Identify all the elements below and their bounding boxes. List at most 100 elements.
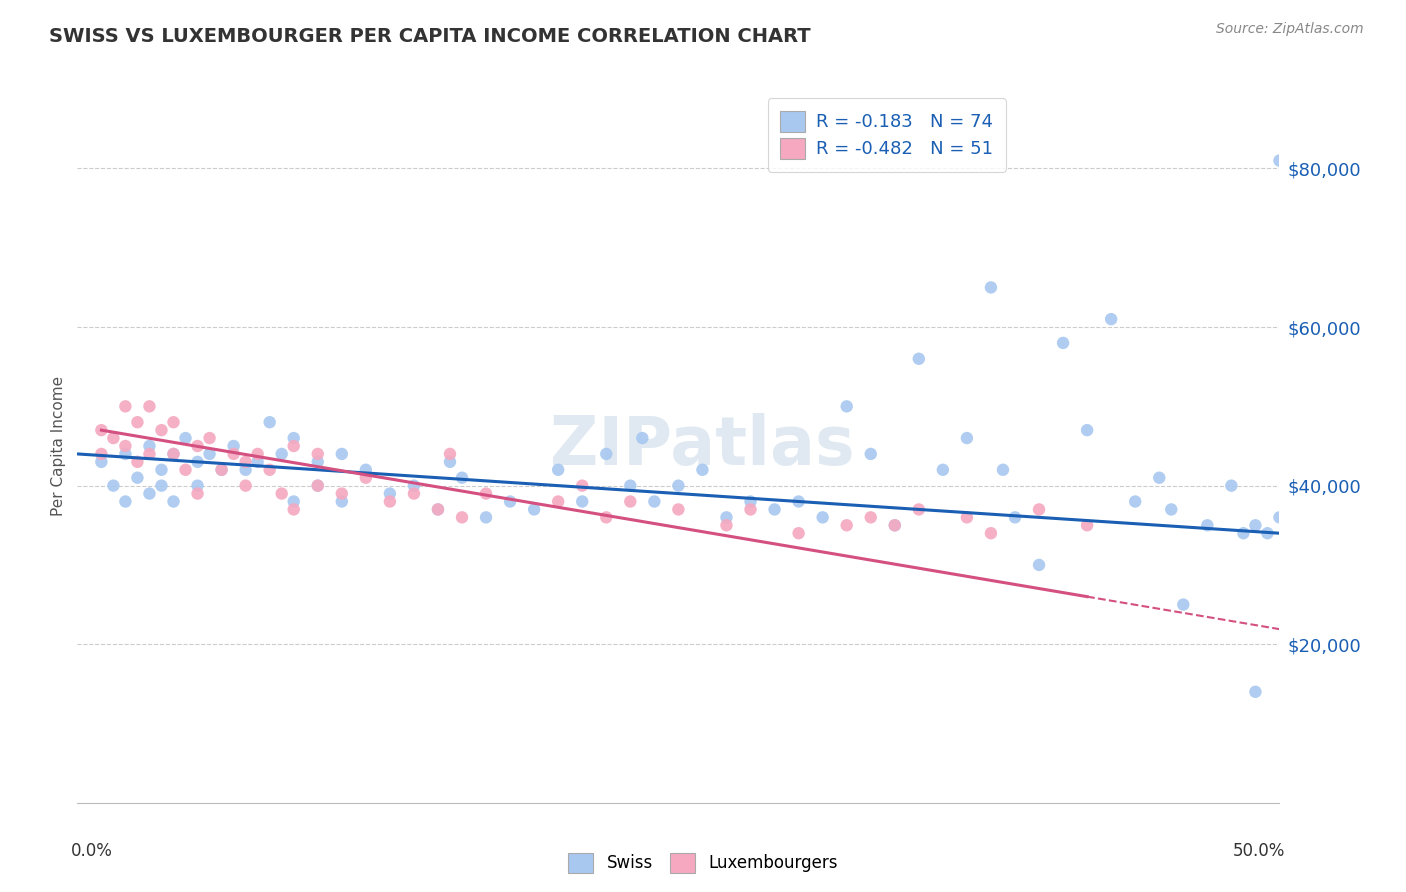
- Point: [1099, 312, 1122, 326]
- Point: [211, 463, 233, 477]
- Point: [283, 439, 305, 453]
- Point: [127, 455, 149, 469]
- Point: [283, 502, 305, 516]
- Point: [1220, 478, 1243, 492]
- Point: [740, 494, 762, 508]
- Point: [835, 518, 858, 533]
- Point: [187, 478, 209, 492]
- Point: [259, 463, 281, 477]
- Point: [138, 486, 160, 500]
- Point: [187, 486, 209, 500]
- Point: [211, 463, 233, 477]
- Point: [571, 494, 593, 508]
- Point: [499, 494, 522, 508]
- Point: [150, 478, 173, 492]
- Point: [956, 431, 979, 445]
- Point: [150, 463, 173, 477]
- Point: [1173, 598, 1195, 612]
- Point: [330, 494, 353, 508]
- Point: [307, 455, 329, 469]
- Point: [246, 447, 269, 461]
- Point: [90, 455, 112, 469]
- Text: ZIPatlas: ZIPatlas: [550, 413, 855, 479]
- Point: [235, 463, 257, 477]
- Point: [451, 471, 474, 485]
- Point: [595, 510, 617, 524]
- Point: [378, 494, 401, 508]
- Point: [1076, 423, 1098, 437]
- Point: [787, 526, 810, 541]
- Point: [354, 463, 377, 477]
- Point: [283, 494, 305, 508]
- Point: [571, 478, 593, 492]
- Point: [787, 494, 810, 508]
- Point: [835, 400, 858, 414]
- Point: [908, 502, 931, 516]
- Point: [763, 502, 786, 516]
- Point: [1052, 335, 1074, 350]
- Point: [162, 494, 184, 508]
- Point: [402, 486, 425, 500]
- Point: [222, 447, 245, 461]
- Point: [402, 478, 425, 492]
- Point: [138, 400, 160, 414]
- Point: [162, 415, 184, 429]
- Point: [547, 494, 569, 508]
- Point: [668, 502, 690, 516]
- Point: [1076, 518, 1098, 533]
- Text: 0.0%: 0.0%: [72, 842, 114, 860]
- Point: [162, 447, 184, 461]
- Point: [270, 486, 292, 500]
- Point: [1123, 494, 1146, 508]
- Point: [980, 280, 1002, 294]
- Point: [451, 510, 474, 524]
- Point: [246, 455, 269, 469]
- Point: [138, 447, 160, 461]
- Point: [643, 494, 665, 508]
- Point: [174, 431, 197, 445]
- Point: [619, 494, 641, 508]
- Point: [1244, 685, 1267, 699]
- Point: [307, 478, 329, 492]
- Point: [198, 431, 221, 445]
- Point: [1256, 526, 1278, 541]
- Point: [307, 447, 329, 461]
- Point: [859, 510, 882, 524]
- Point: [1028, 502, 1050, 516]
- Point: [114, 447, 136, 461]
- Point: [114, 439, 136, 453]
- Point: [270, 447, 292, 461]
- Point: [235, 478, 257, 492]
- Point: [427, 502, 450, 516]
- Point: [162, 447, 184, 461]
- Point: [114, 400, 136, 414]
- Point: [283, 431, 305, 445]
- Point: [883, 518, 905, 533]
- Point: [307, 478, 329, 492]
- Y-axis label: Per Capita Income: Per Capita Income: [51, 376, 66, 516]
- Point: [956, 510, 979, 524]
- Point: [631, 431, 654, 445]
- Point: [1268, 153, 1291, 168]
- Point: [859, 447, 882, 461]
- Point: [187, 439, 209, 453]
- Point: [187, 455, 209, 469]
- Point: [932, 463, 955, 477]
- Point: [114, 494, 136, 508]
- Point: [716, 510, 738, 524]
- Point: [439, 447, 461, 461]
- Point: [127, 471, 149, 485]
- Point: [1004, 510, 1026, 524]
- Point: [908, 351, 931, 366]
- Point: [740, 502, 762, 516]
- Text: 50.0%: 50.0%: [1233, 842, 1285, 860]
- Point: [259, 415, 281, 429]
- Point: [150, 423, 173, 437]
- Point: [523, 502, 546, 516]
- Point: [1197, 518, 1219, 533]
- Point: [222, 439, 245, 453]
- Point: [127, 415, 149, 429]
- Point: [1244, 518, 1267, 533]
- Point: [439, 455, 461, 469]
- Point: [330, 486, 353, 500]
